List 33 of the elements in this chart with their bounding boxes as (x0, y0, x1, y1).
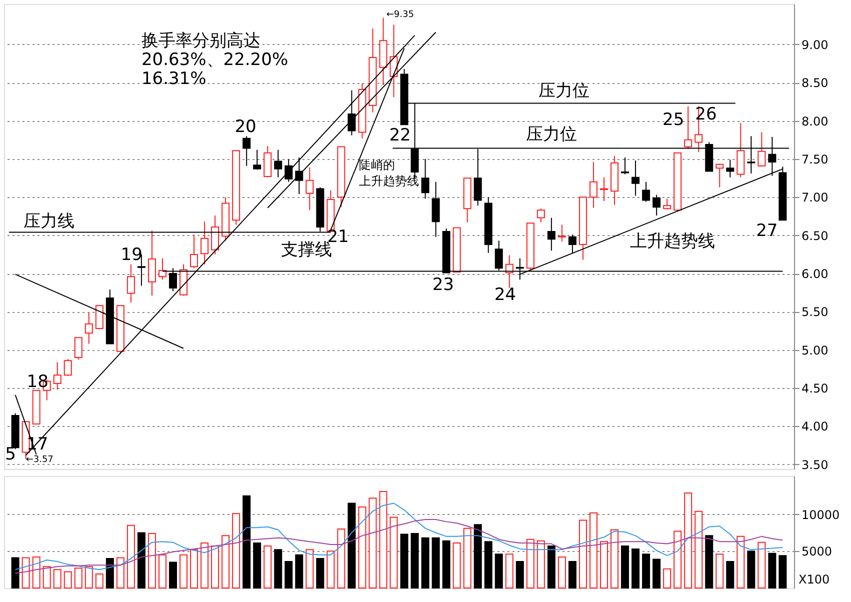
annotation: ←3.57 (26, 455, 54, 466)
y-tick-label: 3.50 (802, 458, 828, 472)
annotation: 27 (756, 220, 778, 241)
ref-line-label: 压力线 (23, 212, 74, 232)
y-tick-label: 10000 (802, 508, 840, 522)
annotation: ←9.35 (386, 10, 414, 20)
annotation: 25 (662, 110, 684, 130)
annotation: 23 (432, 274, 454, 295)
annotation: 22 (389, 125, 411, 146)
annotation: 24 (494, 284, 516, 305)
y-tick-label: 5000 (802, 544, 832, 559)
y-tick-label: 7.00 (802, 190, 828, 205)
annotation: 20 (234, 116, 256, 137)
annotation: 上升趋势线 (359, 174, 420, 188)
annotation: 陡峭的 (359, 158, 396, 172)
annotation: 18 (26, 372, 48, 392)
y-tick-label: 8.50 (802, 76, 828, 90)
y-axis-title: X100 (798, 572, 830, 586)
y-tick-label: 9.00 (802, 38, 828, 52)
ref-line-label: 压力位 (526, 124, 577, 145)
y-tick-label: 6.50 (802, 228, 828, 243)
annotation: 5 (5, 444, 16, 464)
y-tick-label: 5.50 (802, 305, 828, 320)
y-tick-label: 7.50 (802, 152, 828, 166)
y-tick-label: 4.00 (802, 420, 828, 434)
annotation: 19 (120, 245, 142, 266)
y-tick-label: 6.00 (802, 267, 828, 282)
annotation: 换手率分别高达 20.63%、22.20% 16.31% (141, 31, 288, 90)
y-tick-label: 4.50 (802, 382, 828, 396)
y-tick-label: 8.00 (802, 114, 828, 128)
y-tick-label: 5.00 (802, 343, 828, 358)
ref-line-label: 压力位 (538, 81, 590, 102)
annotation: 上升趋势线 (630, 231, 715, 252)
